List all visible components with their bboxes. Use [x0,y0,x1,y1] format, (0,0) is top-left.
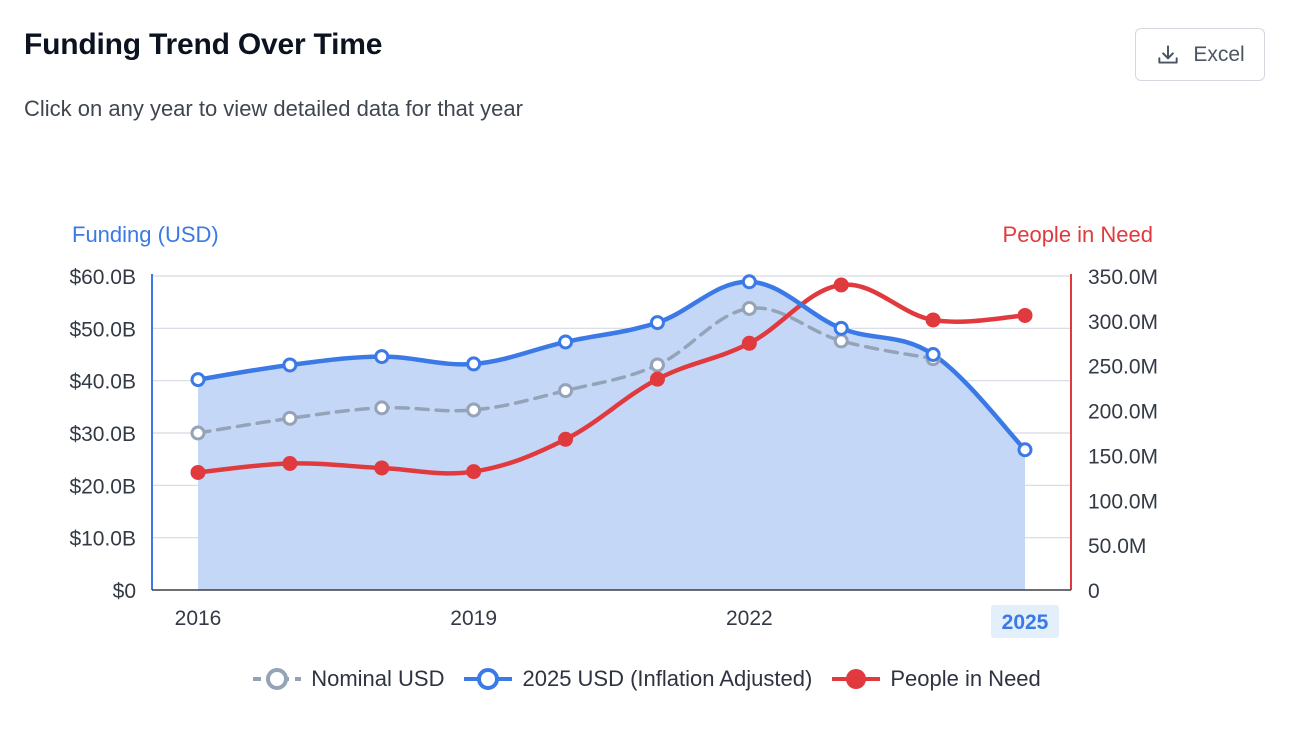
adjusted-usd-point [741,274,757,290]
people-in-need-point [1017,307,1033,323]
y-right-tick-label: 250.0M [1088,356,1158,379]
nominal-usd-point [282,410,298,426]
legend-item-people[interactable]: People in Need [830,664,1041,694]
people-in-need-point [925,312,941,328]
nominal-usd-point [190,425,206,441]
people-in-need-point [649,371,665,387]
y-right-tick-label: 150.0M [1088,445,1158,468]
y-right-axis-title: People in Need [1003,222,1153,247]
y-left-tick-label: $20.0B [69,475,136,498]
nominal-usd-point [833,333,849,349]
people-in-need-line [195,282,1028,476]
legend-marker-people [832,669,881,689]
chart-legend: Nominal USD 2025 USD (Inflation Adjusted… [0,664,1292,694]
y-right-tick-label: 200.0M [1088,401,1158,424]
adjusted-usd-point [558,334,574,350]
adjusted-usd-point [1017,442,1033,458]
excel-button-label: Excel [1193,42,1245,66]
y-left-tick-label: $60.0B [69,266,136,289]
series-points [190,274,1033,480]
people-in-need-point [741,335,757,351]
nominal-usd-point [649,357,665,373]
legend-label-adjusted: 2025 USD (Inflation Adjusted) [522,666,813,691]
y-right-tick-label: 0 [1088,580,1100,603]
y-left-tick-label: $30.0B [69,423,136,446]
y-left-tick-label: $0 [113,580,136,603]
y-right-tick-label: 300.0M [1088,311,1158,334]
people-in-need-point [374,460,390,476]
adjusted-usd-point [925,347,941,362]
x-tick-label-selected: 2025 [1002,611,1049,634]
y-left-tick-label: $40.0B [69,371,136,394]
y-right-tick-label: 350.0M [1088,266,1158,289]
nominal-usd-point [466,402,482,418]
x-tick-label: 2022 [726,607,773,630]
legend-marker-adjusted [464,668,513,690]
axis-labels: $0 $10.0B $20.0B $30.0B $40.0B $50.0B $60.0B 0 5… [69,222,1158,638]
nominal-usd-point [374,400,390,416]
people-in-need-point [466,464,482,480]
adjusted-usd-point [374,349,390,365]
y-left-axis-title: Funding (USD) [72,222,219,247]
legend-label-people: People in Need [890,666,1041,691]
people-in-need-point [282,456,298,472]
legend-item-nominal[interactable]: Nominal USD [251,664,444,694]
page-subtitle: Click on any year to view detailed data … [24,96,523,121]
page-title: Funding Trend Over Time [24,28,383,61]
legend-item-adjusted[interactable]: 2025 USD (Inflation Adjusted) [462,664,812,694]
people-in-need-point [558,431,574,447]
selected-year-highlight [991,605,1059,638]
y-right-tick-label: 50.0M [1088,535,1146,558]
x-tick-label: 2016 [175,607,222,630]
axes [151,274,1072,591]
adjusted-usd-point [282,357,298,373]
adjusted-usd-point [649,315,665,331]
people-in-need-point [833,277,849,293]
nominal-usd-point [741,300,757,316]
people-in-need-point [190,464,206,480]
y-left-tick-label: $10.0B [69,528,136,551]
nominal-usd-point [558,383,574,399]
download-icon [1155,42,1181,68]
adjusted-usd-point [190,372,206,388]
adjusted-usd-point [833,320,849,336]
legend-label-nominal: Nominal USD [311,666,445,691]
y-right-tick-label: 100.0M [1088,490,1158,513]
x-tick-label: 2019 [450,607,497,630]
legend-marker-nominal [253,668,302,690]
excel-export-button[interactable]: Excel [1135,28,1265,81]
adjusted-usd-line [195,279,1028,452]
adjusted-usd-point [466,356,482,372]
y-left-tick-label: $50.0B [69,318,136,341]
